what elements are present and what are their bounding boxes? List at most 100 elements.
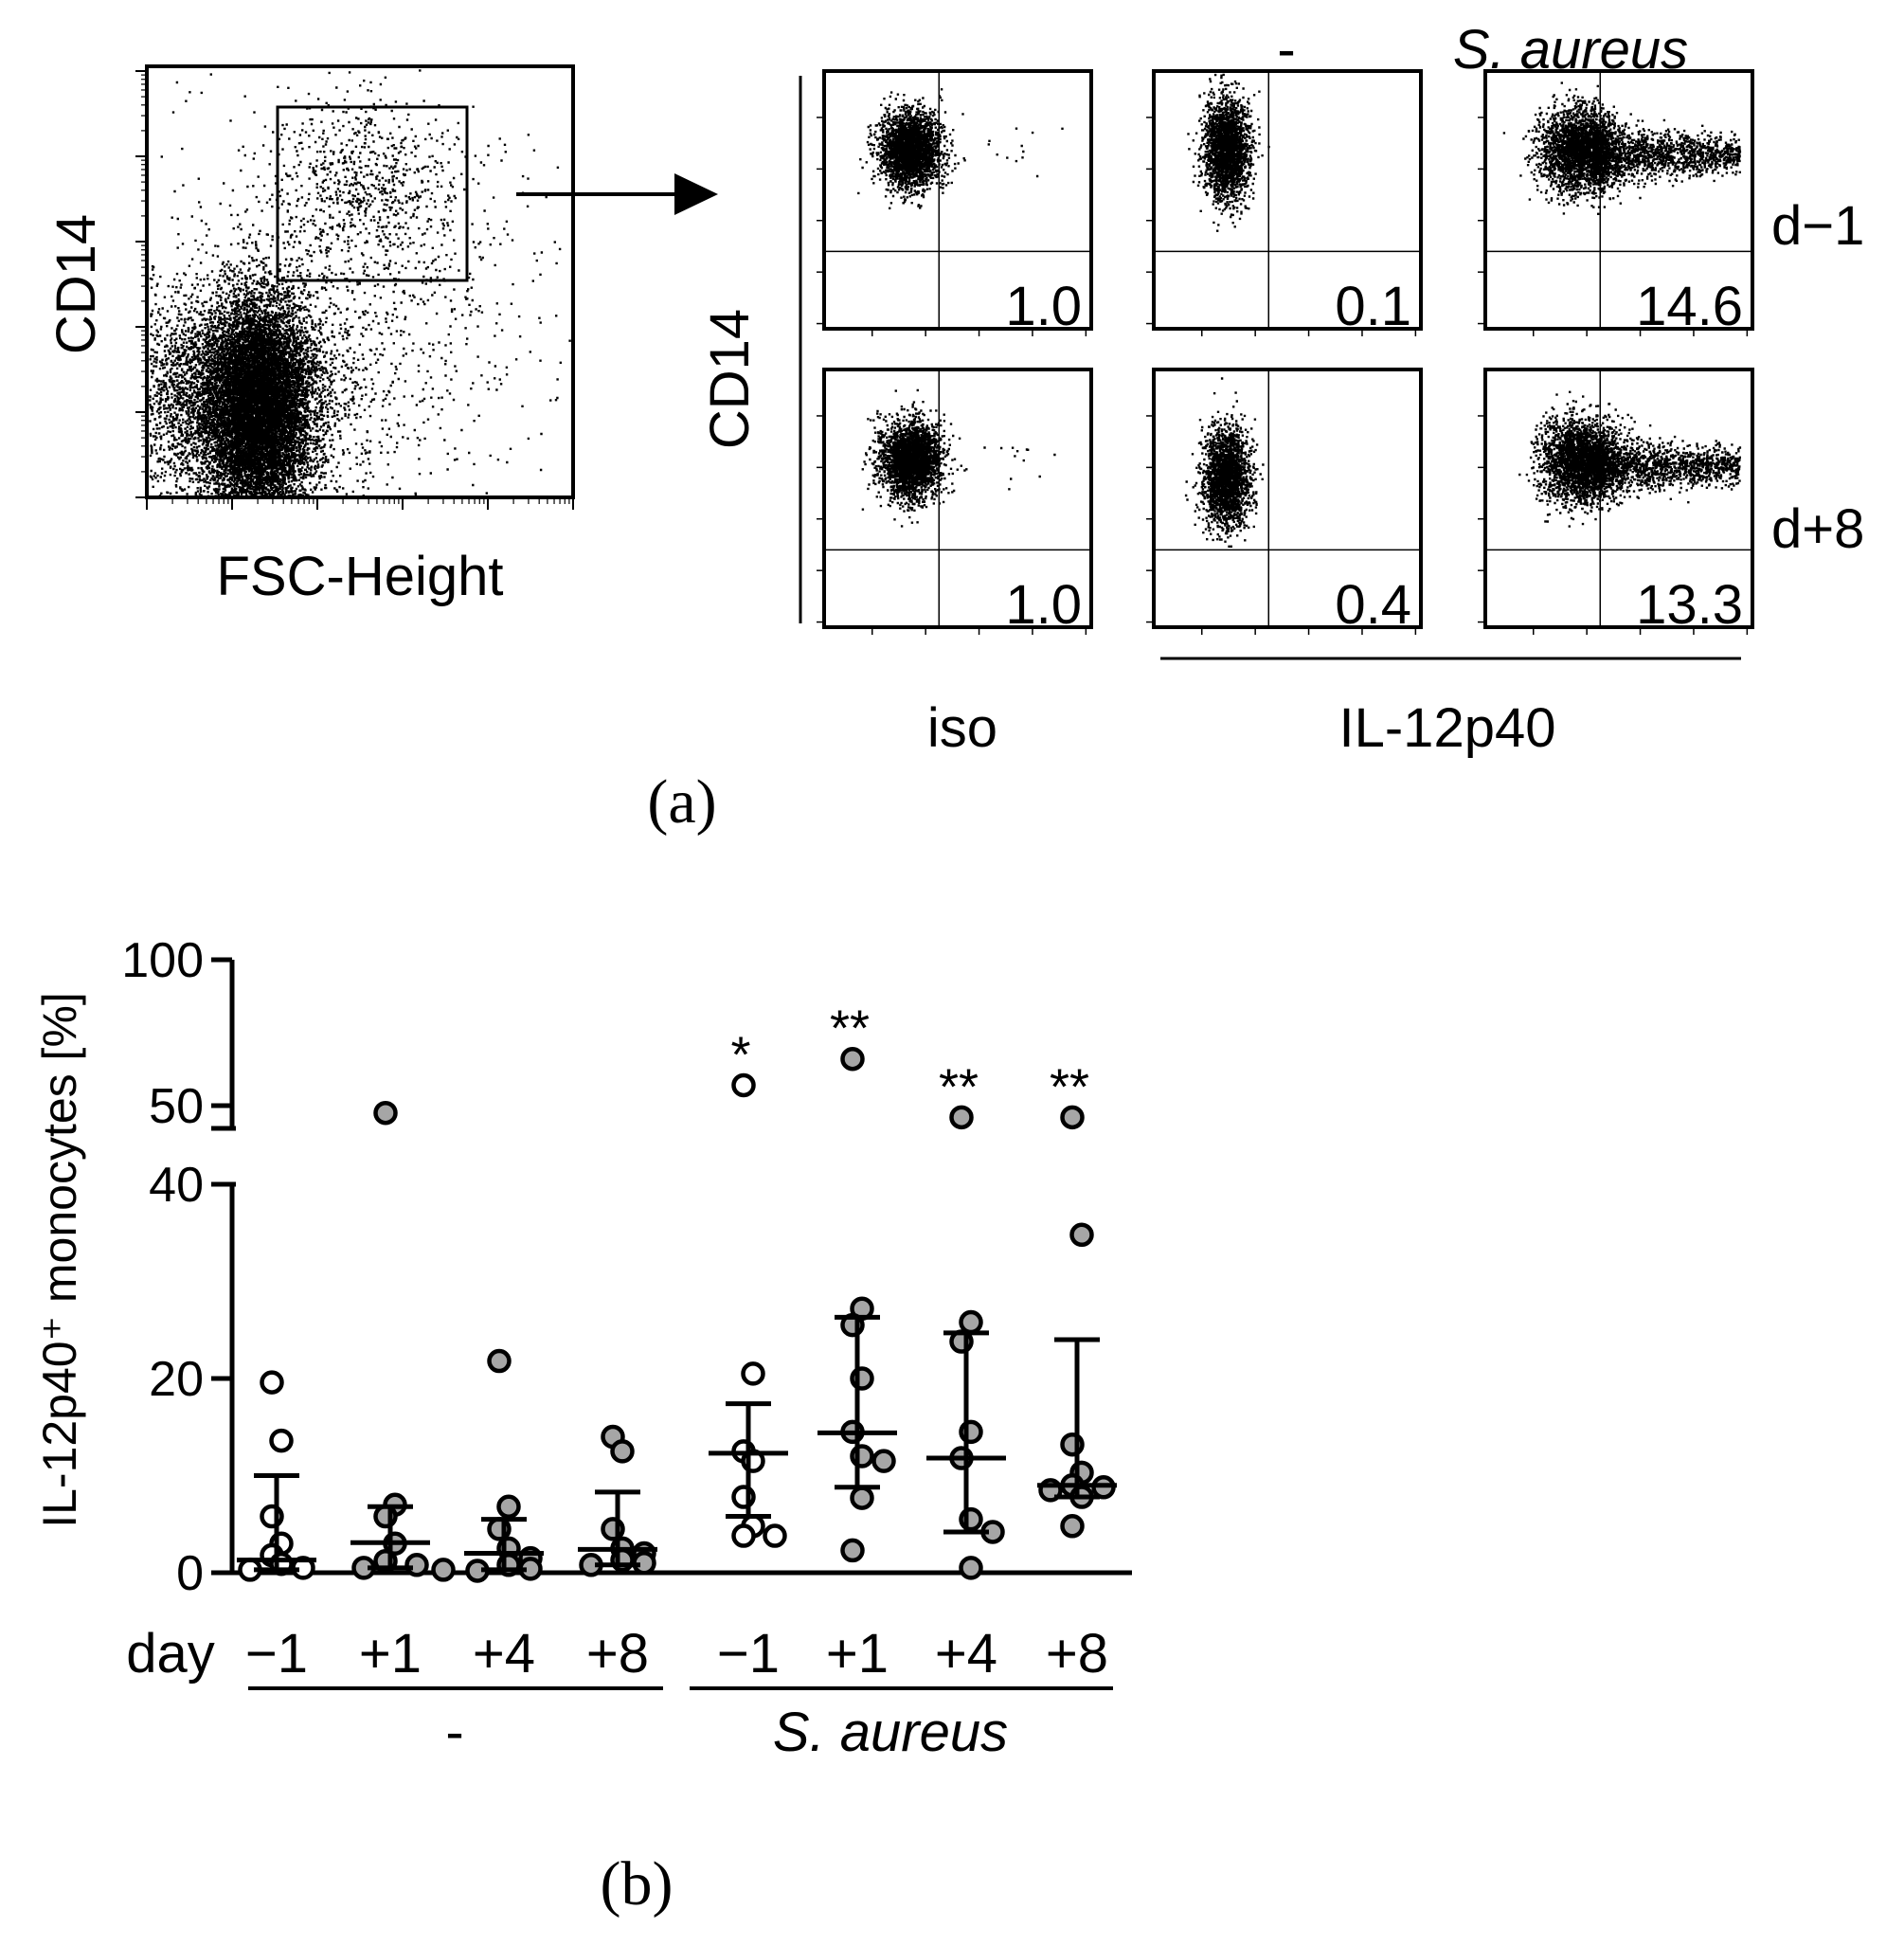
category-6: ** — [817, 1000, 897, 1563]
gate-plot-ticks — [135, 70, 574, 510]
label-control: - — [1277, 19, 1295, 81]
quadrant-plot-r2-c2: 0.4 — [1146, 368, 1423, 636]
data-point — [431, 1558, 456, 1582]
gate-plot-events — [149, 69, 571, 498]
gate-plot-frame — [145, 64, 575, 499]
data-point — [763, 1523, 787, 1548]
y-tick-label: 100 — [121, 933, 204, 988]
quadrant-frame — [1152, 368, 1423, 629]
data-point — [1060, 1514, 1085, 1539]
data-point — [871, 1449, 896, 1473]
x-tick-label: +1 — [359, 1623, 422, 1685]
quadrant-plot-r2-c3: 13.3 — [1478, 368, 1754, 636]
data-point — [1060, 1105, 1085, 1130]
caption-a: (a) — [647, 767, 716, 837]
data-point — [487, 1348, 512, 1374]
x-tick-label: +1 — [826, 1623, 889, 1685]
label-il12p40: IL-12p40 — [1339, 697, 1556, 759]
x-tick-labels: −1 +1 +4 +8 −1 +1 +4 +8 — [245, 1623, 1113, 1690]
data-groups: * **** ** — [237, 1000, 1117, 1583]
data-point — [731, 1072, 756, 1098]
background-events — [149, 69, 571, 497]
group-label-s-aureus: S. aureus — [773, 1702, 1008, 1763]
y-axis-label: IL-12p40⁺ monocytes [%] — [33, 992, 86, 1528]
group-label-control: - — [445, 1702, 463, 1763]
data-point — [260, 1370, 284, 1395]
quadrant-percentage: 0.4 — [1335, 574, 1411, 636]
category-5: * — [709, 1026, 788, 1548]
gate-plot-xlabel: FSC-Height — [217, 546, 504, 607]
caption-b: (b) — [601, 1849, 674, 1919]
quadrant-events-sparse — [987, 127, 1064, 178]
monocyte-gate — [276, 105, 469, 282]
y-tick-label: 40 — [149, 1158, 204, 1213]
quadrant-frame — [822, 368, 1093, 629]
data-point — [959, 1556, 983, 1580]
significance-marker: ** — [830, 1000, 870, 1057]
significance-marker: * — [730, 1026, 750, 1083]
quadrant-percentage: 13.3 — [1636, 574, 1743, 636]
category-1 — [237, 1370, 316, 1582]
quadrant-events-tail — [1591, 110, 1742, 200]
quadrant-frame — [1483, 368, 1754, 629]
quadrant-plot-r2-c1: 1.0 — [817, 368, 1093, 636]
data-point — [959, 1309, 983, 1335]
x-tick-label: +8 — [1046, 1623, 1108, 1685]
data-point — [850, 1486, 874, 1510]
data-point — [731, 1523, 756, 1548]
quadrant-events — [1502, 81, 1646, 216]
data-point — [741, 1361, 765, 1386]
x-prefix-day: day — [126, 1623, 215, 1685]
data-point — [840, 1046, 865, 1072]
axes — [211, 957, 1132, 1576]
y-tick-labels: 0 20 40 50 100 — [121, 933, 204, 1601]
data-point — [269, 1428, 294, 1453]
x-tick-label: −1 — [245, 1623, 308, 1685]
monocyte-events — [214, 82, 509, 311]
category-2 — [350, 1100, 456, 1582]
data-point — [404, 1553, 429, 1577]
quadrant-events — [1184, 377, 1265, 548]
y-tick-label: 50 — [149, 1079, 204, 1134]
x-tick-label: +4 — [473, 1623, 535, 1685]
category-8: ** — [1037, 1058, 1117, 1539]
quadrant-percentage: 1.0 — [1005, 276, 1082, 337]
lymphocyte-events-diffuse — [149, 216, 435, 498]
quadrant-frame — [1152, 69, 1423, 331]
gate-arrow — [516, 173, 718, 215]
x-tick-label: −1 — [717, 1623, 780, 1685]
x-tick-label: +4 — [935, 1623, 997, 1685]
gate-plot: CD14 FSC-Height — [45, 64, 575, 607]
quadrant-plot-r1-c1: 1.0 — [817, 69, 1093, 337]
quadrant-events — [861, 388, 968, 528]
data-point — [373, 1100, 398, 1126]
quadrant-percentage: 1.0 — [1005, 574, 1082, 636]
quadrant-grid: CD14 - S. aureus 1.0 0.1 14.61.0 0.4 13.3 d−… — [699, 19, 1864, 759]
data-point — [496, 1494, 521, 1520]
quadrant-events — [857, 88, 966, 209]
quadrant-plot-r1-c2: 0.1 — [1146, 69, 1423, 337]
category-3 — [464, 1348, 544, 1583]
quadrant-plot-r1-c3: 14.6 — [1478, 69, 1754, 337]
data-point — [610, 1439, 635, 1464]
grid-ylabel: CD14 — [699, 309, 761, 449]
quadrant-frame — [1483, 69, 1754, 331]
quadrant-percentage: 14.6 — [1636, 276, 1743, 337]
quadrant-events — [1187, 73, 1270, 232]
gate-plot-ylabel: CD14 — [45, 214, 107, 354]
x-tick-label: +8 — [586, 1623, 649, 1685]
row-label-d-1: d−1 — [1771, 195, 1864, 257]
data-point — [949, 1105, 974, 1130]
quadrant-events-tail — [1591, 421, 1742, 511]
quadrant-cells: 1.0 0.1 14.6 1.0 0.4 13.3 — [817, 69, 1754, 636]
quadrant-percentage: 0.1 — [1335, 276, 1411, 337]
label-iso: iso — [927, 697, 997, 759]
y-tick-label: 0 — [176, 1546, 204, 1601]
data-point — [1069, 1222, 1094, 1248]
data-point — [840, 1538, 865, 1563]
quadrant-events — [1518, 390, 1652, 528]
significance-marker: ** — [939, 1058, 979, 1115]
quadrant-frame — [822, 69, 1093, 331]
